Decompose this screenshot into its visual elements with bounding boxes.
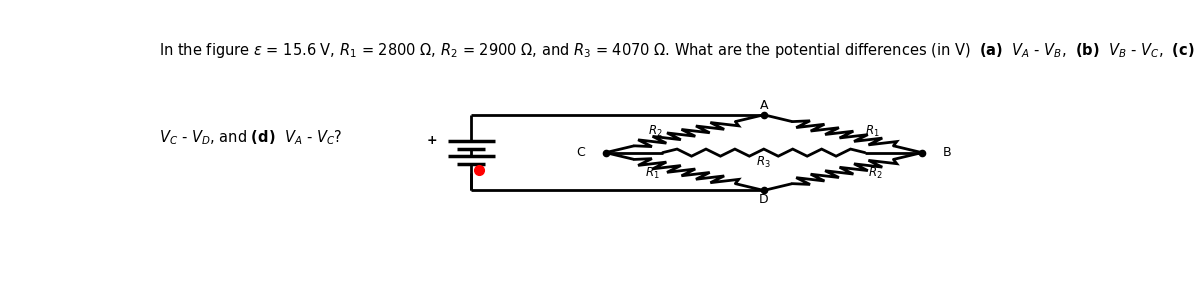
Text: $R_3$: $R_3$ bbox=[756, 154, 772, 170]
Text: A: A bbox=[760, 99, 768, 112]
Text: $R_2$: $R_2$ bbox=[868, 166, 883, 181]
Text: In the figure $\varepsilon$ = 15.6 V, $R_1$ = 2800 $\Omega$, $R_2$ = 2900 $\Omeg: In the figure $\varepsilon$ = 15.6 V, $R… bbox=[160, 41, 1195, 60]
Text: $R_1$: $R_1$ bbox=[644, 166, 660, 181]
Text: B: B bbox=[942, 146, 950, 159]
Text: $R_2$: $R_2$ bbox=[648, 123, 662, 139]
Text: $V_C$ - $V_D$, and $\mathbf{(d)}$  $V_A$ - $V_C$?: $V_C$ - $V_D$, and $\mathbf{(d)}$ $V_A$ … bbox=[160, 128, 343, 147]
Text: D: D bbox=[758, 193, 769, 206]
Text: +: + bbox=[426, 134, 437, 147]
Text: C: C bbox=[576, 146, 586, 159]
Text: $R_1$: $R_1$ bbox=[865, 123, 880, 139]
